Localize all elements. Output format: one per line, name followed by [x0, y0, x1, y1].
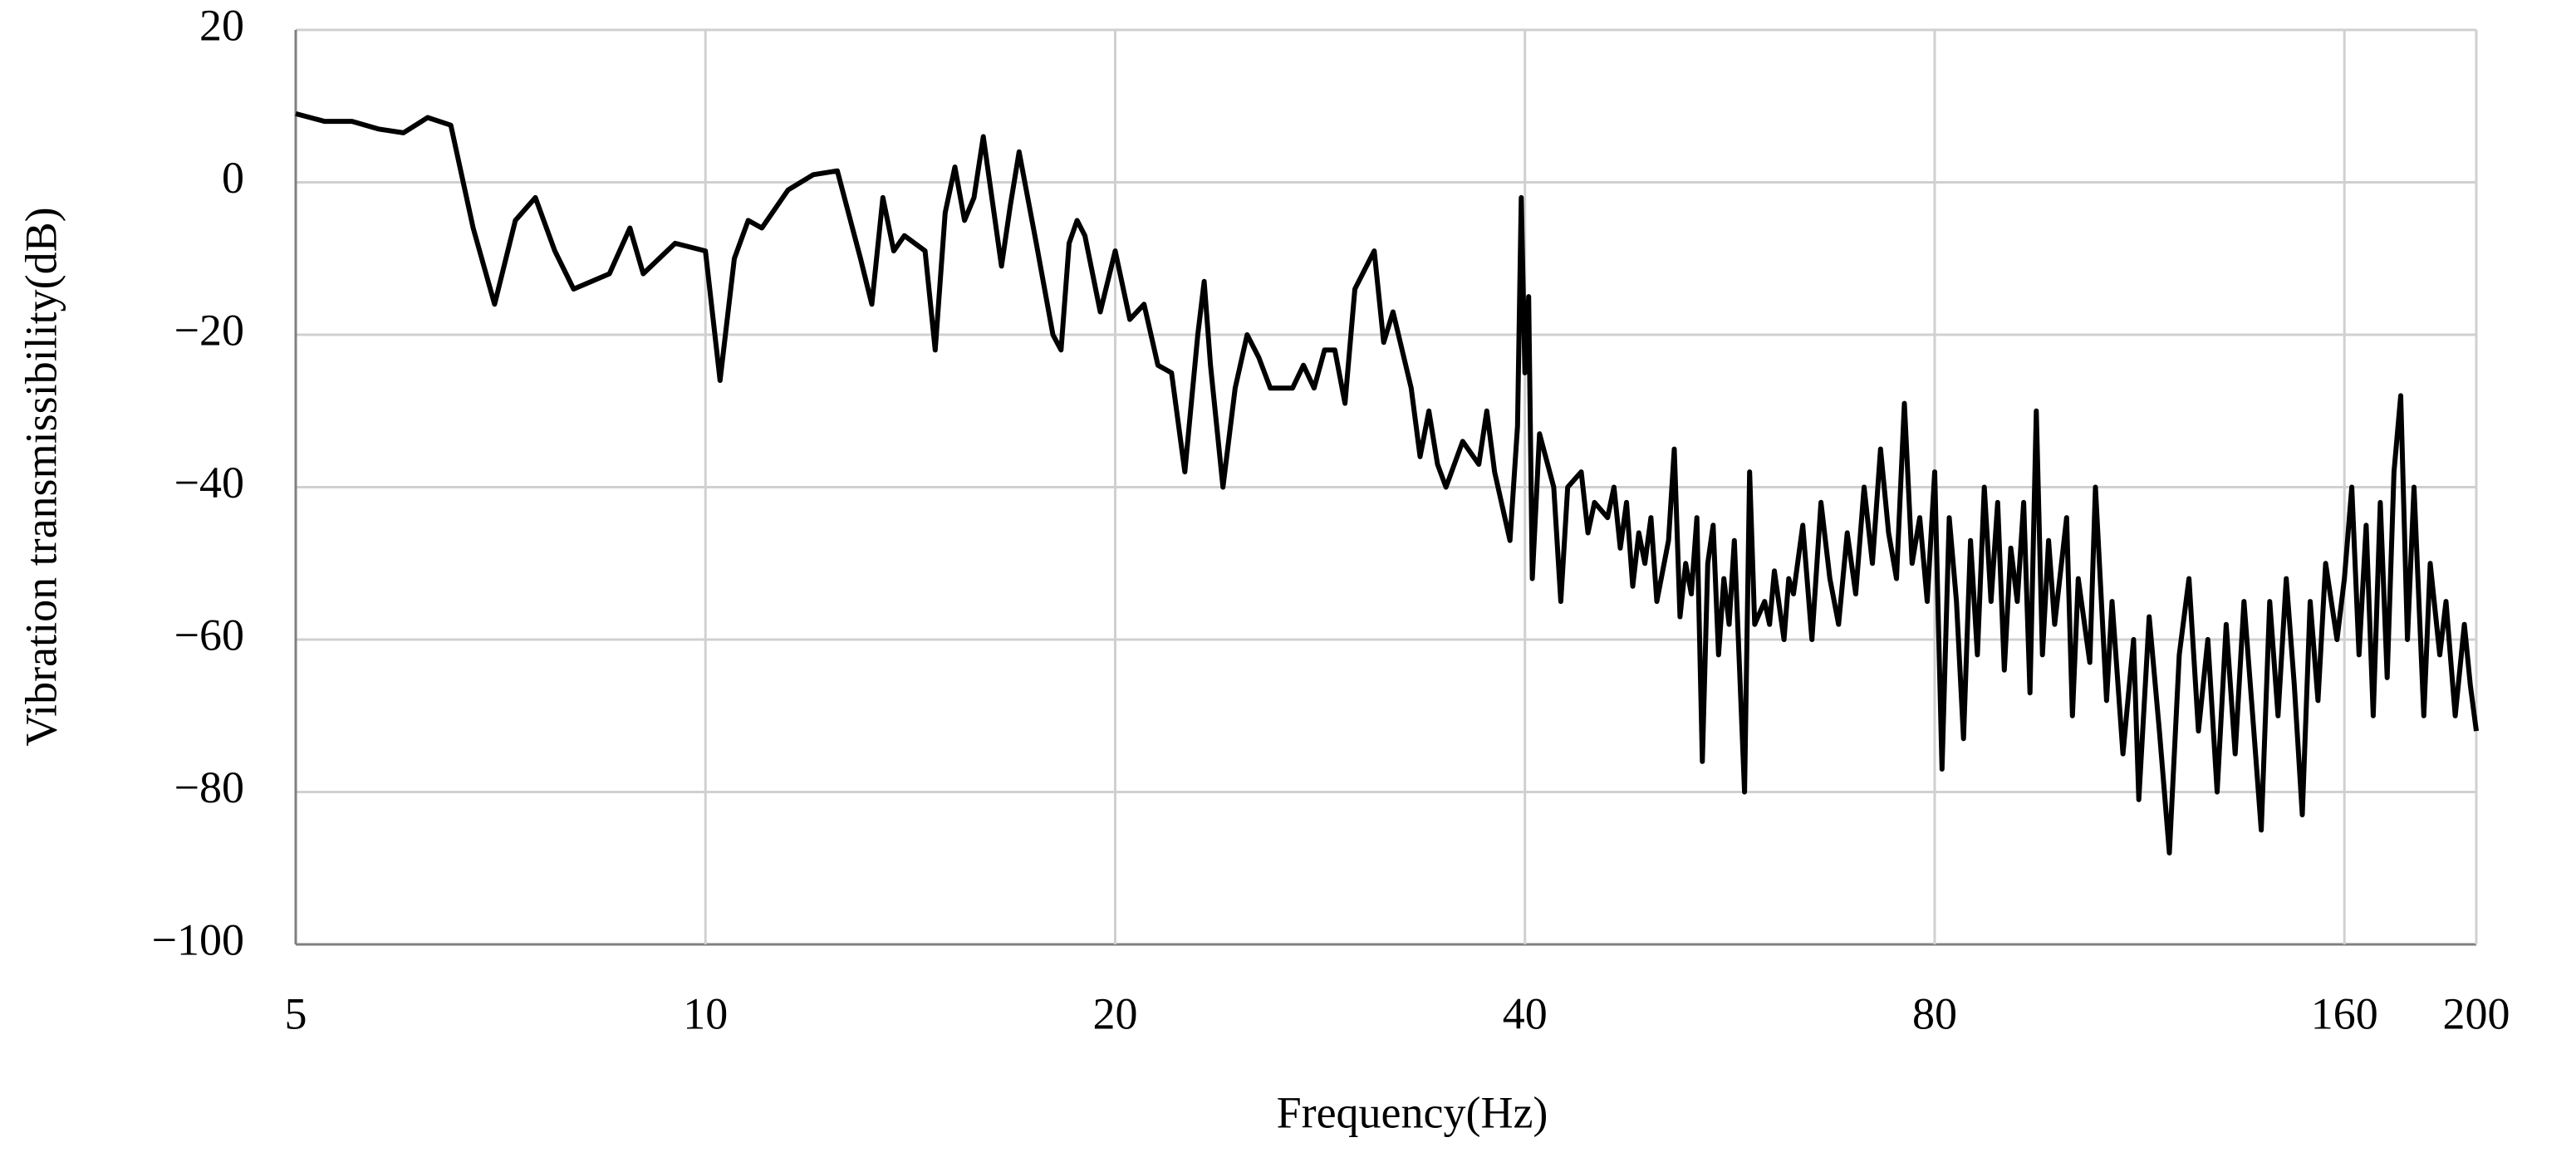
x-tick-label: 5: [285, 988, 307, 1038]
x-tick-label: 10: [683, 988, 728, 1038]
data-line: [295, 111, 2479, 856]
y-tick-label: −20: [174, 305, 244, 355]
x-tick-label: 160: [2311, 988, 2378, 1038]
x-tick-label: 200: [2443, 988, 2510, 1038]
y-tick-label: −40: [174, 458, 244, 507]
y-tick-label: 20: [199, 0, 244, 50]
y-tick-label: −80: [174, 762, 244, 812]
x-tick-label: 20: [1092, 988, 1137, 1038]
y-axis-title: Vibration transmissibility(dB): [16, 207, 66, 746]
y-tick-label: −60: [174, 610, 244, 660]
y-tick-label: 0: [222, 153, 244, 203]
x-tick-label: 40: [1503, 988, 1548, 1038]
y-tick-label: −100: [152, 914, 244, 964]
x-tick-label: 80: [1912, 988, 1957, 1038]
x-axis-title: Frequency(Hz): [1277, 1087, 1548, 1137]
